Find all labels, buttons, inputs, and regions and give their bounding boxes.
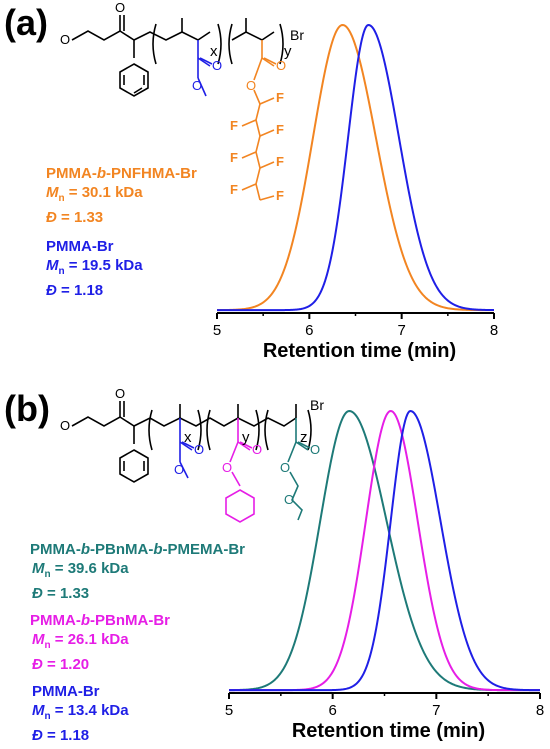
legend-a-1-d: = 1.33 bbox=[56, 209, 104, 226]
legend-a: PMMA-b-PNFHMA-Br Mn = 30.1 kDa Đ = 1.33 … bbox=[46, 164, 197, 300]
legend-b: PMMA-b-PBnMA-b-PMEMA-Br Mn = 39.6 kDa Đ … bbox=[30, 540, 245, 745]
svg-text:O: O bbox=[115, 386, 125, 401]
svg-text:O: O bbox=[60, 418, 70, 433]
svg-text:O: O bbox=[212, 58, 222, 73]
svg-text:O: O bbox=[246, 78, 256, 93]
svg-text:F: F bbox=[276, 154, 284, 169]
chart-a-tick-label-6: 6 bbox=[305, 322, 313, 339]
mn-sub: n bbox=[58, 266, 65, 277]
d-symbol: Đ bbox=[46, 282, 57, 299]
svg-text:O: O bbox=[194, 442, 204, 457]
chart-b-tick-label-7: 7 bbox=[432, 702, 440, 719]
chart-a-tick-label-5: 5 bbox=[213, 322, 221, 339]
mn-sub: n bbox=[44, 569, 51, 580]
struct-b-br: Br bbox=[310, 397, 324, 413]
svg-text:O: O bbox=[280, 460, 290, 475]
legend-b-1-name-pre: PMMA- bbox=[30, 541, 81, 558]
svg-text:O: O bbox=[284, 492, 294, 507]
svg-text:O: O bbox=[252, 442, 262, 457]
legend-b-3-mn: = 13.4 kDa bbox=[50, 702, 129, 719]
legend-a-1-name-post: -PNFHMA-Br bbox=[106, 165, 197, 182]
mn-symbol: M bbox=[46, 257, 59, 274]
mn-symbol: M bbox=[32, 631, 45, 648]
legend-b-1-name-b: b bbox=[80, 541, 90, 558]
struct-a-br: Br bbox=[290, 27, 304, 43]
legend-b-entry-2: PMMA-b-PBnMA-Br Mn = 26.1 kDa Đ = 1.20 bbox=[30, 611, 245, 674]
legend-a-2-name: PMMA-Br bbox=[46, 238, 114, 255]
legend-b-entry-3: PMMA-Br Mn = 13.4 kDa Đ = 1.18 bbox=[30, 682, 245, 745]
chart-a-tick-label-8: 8 bbox=[490, 322, 498, 339]
svg-text:F: F bbox=[230, 150, 238, 165]
chart-b-tick-label-5: 5 bbox=[225, 702, 233, 719]
legend-a-2-d: = 1.18 bbox=[56, 282, 104, 299]
chart-b-series-3 bbox=[229, 409, 540, 692]
svg-text:F: F bbox=[276, 122, 284, 137]
legend-b-3-d: = 1.18 bbox=[42, 727, 90, 744]
struct-a-x: x bbox=[210, 43, 218, 60]
legend-a-2-mn: = 19.5 kDa bbox=[64, 257, 143, 274]
legend-b-1-mn: = 39.6 kDa bbox=[50, 560, 129, 577]
legend-a-1-name-b: b bbox=[96, 165, 106, 182]
legend-a-1-name-pre: PMMA- bbox=[46, 165, 97, 182]
mn-sub: n bbox=[58, 193, 65, 204]
legend-b-2-mn: = 26.1 kDa bbox=[50, 631, 129, 648]
legend-b-3-name: PMMA-Br bbox=[32, 683, 100, 700]
struct-a-y: y bbox=[284, 43, 292, 60]
d-symbol: Đ bbox=[32, 656, 43, 673]
legend-b-2-d: = 1.20 bbox=[42, 656, 90, 673]
svg-text:F: F bbox=[276, 188, 284, 203]
legend-b-2-name-pre: PMMA- bbox=[30, 612, 81, 629]
svg-text:F: F bbox=[230, 118, 238, 133]
d-symbol: Đ bbox=[46, 209, 57, 226]
legend-a-entry-1: PMMA-b-PNFHMA-Br Mn = 30.1 kDa Đ = 1.33 bbox=[46, 164, 197, 227]
svg-text:F: F bbox=[230, 182, 238, 197]
svg-text:O: O bbox=[115, 0, 125, 15]
legend-b-1-name-b2: b bbox=[153, 541, 163, 558]
legend-b-entry-1: PMMA-b-PBnMA-b-PMEMA-Br Mn = 39.6 kDa Đ … bbox=[30, 540, 245, 603]
chart-b-x-label: Retention time (min) bbox=[292, 720, 485, 742]
struct-b-y: y bbox=[242, 429, 250, 446]
panel-b-label: (b) bbox=[4, 388, 50, 429]
chart-b-series-2 bbox=[229, 409, 540, 692]
struct-b-x: x bbox=[184, 429, 192, 446]
d-symbol: Đ bbox=[32, 727, 43, 744]
legend-b-1-name-post: -PBnMA- bbox=[90, 541, 154, 558]
chart-a-tick-label-7: 7 bbox=[397, 322, 405, 339]
svg-text:O: O bbox=[222, 460, 232, 475]
panel-a-label: (a) bbox=[4, 2, 48, 43]
svg-text:F: F bbox=[276, 90, 284, 105]
chart-a-x-label: Retention time (min) bbox=[263, 340, 456, 362]
chart-a-series-2 bbox=[217, 23, 495, 312]
svg-text:O: O bbox=[192, 78, 202, 93]
svg-text:O: O bbox=[276, 58, 286, 73]
mn-symbol: M bbox=[46, 184, 59, 201]
mn-symbol: M bbox=[32, 560, 45, 577]
chart-b-tick-label-6: 6 bbox=[328, 702, 336, 719]
chart-a-series-1 bbox=[216, 23, 494, 312]
mn-sub: n bbox=[44, 711, 51, 722]
legend-b-1-name-post2: -PMEMA-Br bbox=[162, 541, 246, 558]
chart-b-tick-label-8: 8 bbox=[536, 702, 544, 719]
mn-symbol: M bbox=[32, 702, 45, 719]
chart-b-series-1 bbox=[228, 409, 540, 692]
legend-a-entry-2: PMMA-Br Mn = 19.5 kDa Đ = 1.18 bbox=[46, 237, 197, 300]
structure-a: O O x y Br O O O O F F F F F F F bbox=[60, 0, 304, 203]
mn-sub: n bbox=[44, 640, 51, 651]
svg-text:O: O bbox=[310, 442, 320, 457]
legend-a-1-mn: = 30.1 kDa bbox=[64, 184, 143, 201]
chart-a: 5 6 7 8 Retention time (min) bbox=[213, 23, 498, 362]
structure-b: O O x y z Br O O O O O O O bbox=[60, 386, 324, 523]
legend-b-2-name-post: -PBnMA-Br bbox=[90, 612, 170, 629]
d-symbol: Đ bbox=[32, 585, 43, 602]
legend-b-1-d: = 1.33 bbox=[42, 585, 90, 602]
svg-text:O: O bbox=[60, 32, 70, 47]
legend-b-2-name-b: b bbox=[80, 612, 90, 629]
struct-b-z: z bbox=[300, 429, 308, 446]
svg-text:O: O bbox=[174, 462, 184, 477]
